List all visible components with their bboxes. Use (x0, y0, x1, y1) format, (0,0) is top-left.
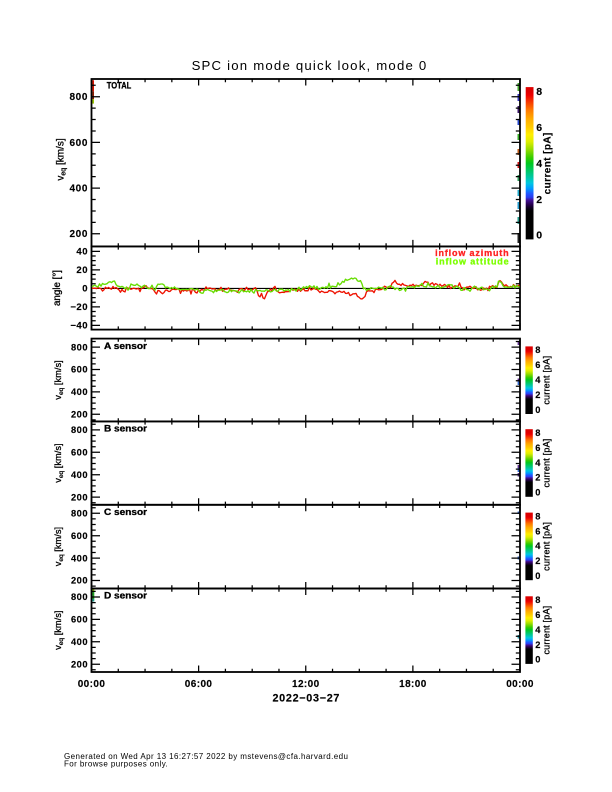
svg-text:8: 8 (535, 345, 540, 355)
svg-text:4: 4 (535, 541, 541, 551)
svg-text:200: 200 (71, 659, 88, 669)
svg-text:6: 6 (535, 443, 540, 453)
svg-text:4: 4 (535, 375, 541, 385)
svg-text:0: 0 (82, 284, 88, 295)
svg-text:200: 200 (71, 410, 88, 420)
svg-text:00:00: 00:00 (506, 679, 534, 690)
svg-text:A sensor: A sensor (104, 341, 148, 351)
svg-text:00:00: 00:00 (78, 679, 106, 690)
svg-text:6: 6 (536, 122, 542, 134)
svg-text:2: 2 (535, 473, 540, 483)
svg-text:6: 6 (535, 360, 540, 370)
svg-text:4: 4 (535, 625, 541, 635)
svg-text:400: 400 (71, 637, 88, 647)
svg-text:12:00: 12:00 (292, 679, 320, 690)
svg-text:2: 2 (536, 194, 542, 206)
svg-text:current [pA]: current [pA] (542, 439, 552, 488)
svg-text:8: 8 (536, 86, 542, 98)
svg-text:06:00: 06:00 (185, 679, 213, 690)
svg-text:inflow azimuth: inflow azimuth (435, 248, 509, 258)
svg-text:800: 800 (71, 425, 88, 435)
svg-text:800: 800 (71, 342, 88, 352)
svg-text:current [pA]: current [pA] (542, 606, 552, 655)
svg-text:200: 200 (70, 229, 89, 240)
svg-text:B sensor: B sensor (104, 424, 148, 434)
svg-text:C sensor: C sensor (104, 507, 148, 517)
svg-text:400: 400 (70, 184, 89, 195)
svg-text:600: 600 (71, 448, 88, 458)
svg-text:400: 400 (71, 470, 88, 480)
svg-text:40: 40 (76, 247, 88, 258)
svg-text:−40: −40 (70, 321, 88, 332)
svg-text:2022−03−27: 2022−03−27 (272, 692, 340, 704)
svg-text:0: 0 (536, 230, 542, 242)
svg-text:6: 6 (535, 610, 540, 620)
svg-text:600: 600 (71, 531, 88, 541)
svg-text:2: 2 (535, 640, 540, 650)
svg-text:800: 800 (71, 592, 88, 602)
svg-text:current [pA]: current [pA] (542, 356, 552, 405)
svg-text:200: 200 (71, 492, 88, 502)
svg-text:600: 600 (71, 365, 88, 375)
svg-text:18:00: 18:00 (399, 679, 427, 690)
svg-text:current [pA]: current [pA] (543, 132, 554, 194)
svg-text:SPC ion mode quick look, mode: SPC ion mode quick look, mode 0 (192, 58, 428, 73)
svg-text:0: 0 (535, 655, 540, 665)
svg-text:8: 8 (535, 428, 540, 438)
svg-text:20: 20 (76, 265, 88, 276)
svg-text:0: 0 (535, 571, 540, 581)
svg-text:6: 6 (535, 526, 540, 536)
svg-text:current [pA]: current [pA] (542, 522, 552, 571)
svg-text:4: 4 (536, 158, 542, 170)
svg-text:8: 8 (535, 511, 540, 521)
svg-text:400: 400 (71, 387, 88, 397)
svg-text:600: 600 (70, 138, 89, 149)
svg-text:200: 200 (71, 576, 88, 586)
svg-text:8: 8 (535, 595, 540, 605)
svg-text:4: 4 (535, 458, 541, 468)
svg-text:800: 800 (71, 509, 88, 519)
svg-text:0: 0 (535, 488, 540, 498)
svg-text:0: 0 (535, 405, 540, 415)
svg-text:2: 2 (535, 390, 540, 400)
svg-text:Generated on Wed Apr 13 16:27:: Generated on Wed Apr 13 16:27:57 2022 by… (64, 752, 348, 761)
svg-text:400: 400 (71, 553, 88, 563)
svg-text:600: 600 (71, 615, 88, 625)
svg-text:800: 800 (70, 92, 89, 103)
svg-text:−20: −20 (70, 302, 88, 313)
svg-text:D sensor: D sensor (104, 591, 148, 601)
svg-text:2: 2 (535, 556, 540, 566)
svg-text:For browse purposes only.: For browse purposes only. (64, 759, 168, 768)
svg-text:inflow attitude: inflow attitude (436, 257, 510, 267)
svg-text:angle [°]: angle [°] (52, 270, 63, 306)
svg-text:TOTAL: TOTAL (107, 80, 132, 91)
